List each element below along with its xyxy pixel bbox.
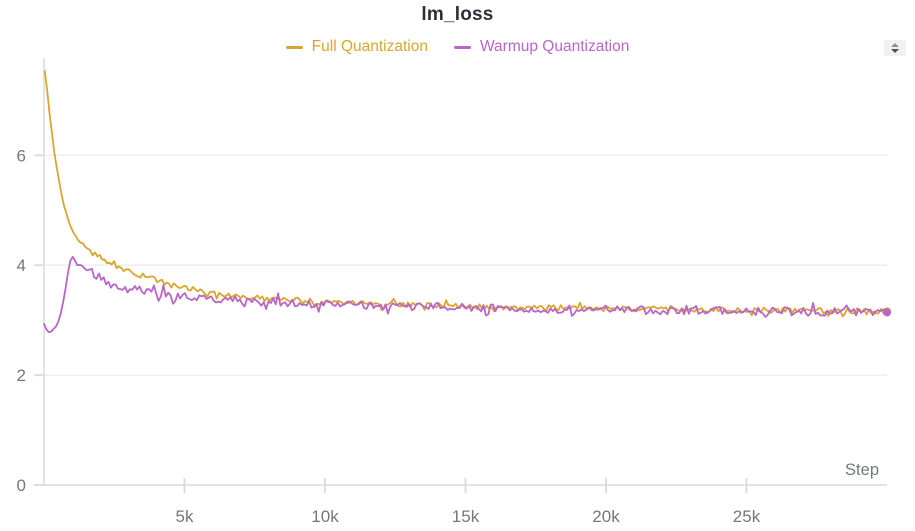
y-tick-label: 6	[17, 146, 26, 165]
y-tick-label: 2	[17, 366, 26, 385]
legend-label: Warmup Quantization	[479, 38, 630, 55]
chevron-up-icon	[891, 43, 899, 47]
y-tick-label: 0	[17, 476, 26, 495]
chart-title: lm_loss	[421, 4, 494, 25]
legend-swatch-icon	[285, 45, 303, 49]
legend-swatch-icon	[453, 45, 471, 49]
legend-label: Full Quantization	[311, 38, 428, 55]
series-end-dot-warmup-quantization	[883, 308, 891, 317]
x-tick-label: 15k	[452, 507, 480, 526]
legend-item-full-quantization[interactable]: Full Quantization	[285, 38, 428, 56]
x-tick-label: 5k	[176, 507, 194, 526]
series-line-warmup-quantization[interactable]	[43, 255, 888, 334]
legend-item-warmup-quantization[interactable]: Warmup Quantization	[453, 38, 630, 56]
stepper-button[interactable]	[884, 40, 906, 56]
x-tick-label: 10k	[311, 507, 339, 526]
x-axis-title: Step	[845, 461, 879, 479]
chevron-down-icon	[891, 49, 899, 53]
legend: Full Quantization Warmup Quantization	[0, 38, 915, 56]
y-tick-label: 4	[17, 256, 26, 275]
x-tick-label: 25k	[733, 507, 761, 526]
series-line-full-quantization[interactable]	[43, 70, 888, 318]
x-tick-label: 20k	[592, 507, 620, 526]
